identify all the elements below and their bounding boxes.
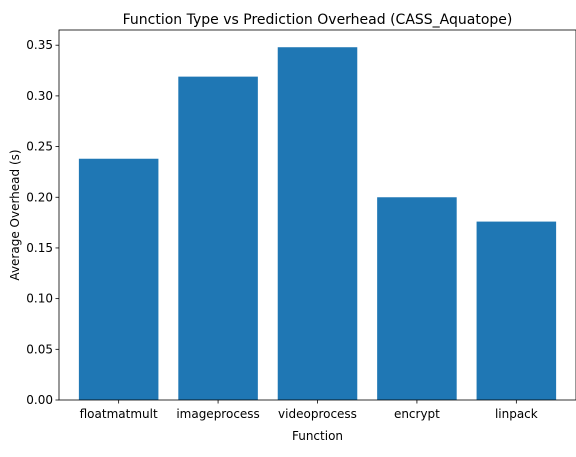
bar-linpack: [476, 221, 557, 400]
chart-title: Function Type vs Prediction Overhead (CA…: [123, 12, 513, 28]
y-tick-label: 0.20: [26, 190, 53, 204]
bar-floatmatmult: [78, 158, 159, 400]
bar-videoprocess: [277, 47, 358, 400]
y-axis-label: Average Overhead (s): [8, 149, 22, 280]
bar-imageprocess: [178, 76, 258, 400]
bar-encrypt: [377, 197, 457, 400]
x-axis-ticks: floatmatmult imageprocess videoprocess encr…: [80, 400, 538, 421]
x-tick-label: videoprocess: [278, 407, 357, 421]
y-axis-ticks: 0.00 0.05 0.10 0.15 0.20 0.25 0.30 0.35: [26, 38, 59, 407]
y-tick-label: 0.30: [26, 89, 53, 103]
x-tick-label: linpack: [495, 407, 538, 421]
plot-frame: [58, 29, 576, 401]
y-tick-label: 0.35: [26, 38, 53, 52]
y-tick-label: 0.10: [26, 292, 53, 306]
y-tick-label: 0.05: [26, 342, 53, 356]
x-axis-label: Function: [292, 429, 343, 443]
y-tick-label: 0.15: [26, 241, 53, 255]
y-tick-label: 0.25: [26, 140, 53, 154]
y-tick-label: 0.00: [26, 393, 53, 407]
x-tick-label: encrypt: [394, 407, 440, 421]
bars-group: [78, 47, 557, 400]
x-tick-label: imageprocess: [176, 407, 260, 421]
x-tick-label: floatmatmult: [80, 407, 158, 421]
